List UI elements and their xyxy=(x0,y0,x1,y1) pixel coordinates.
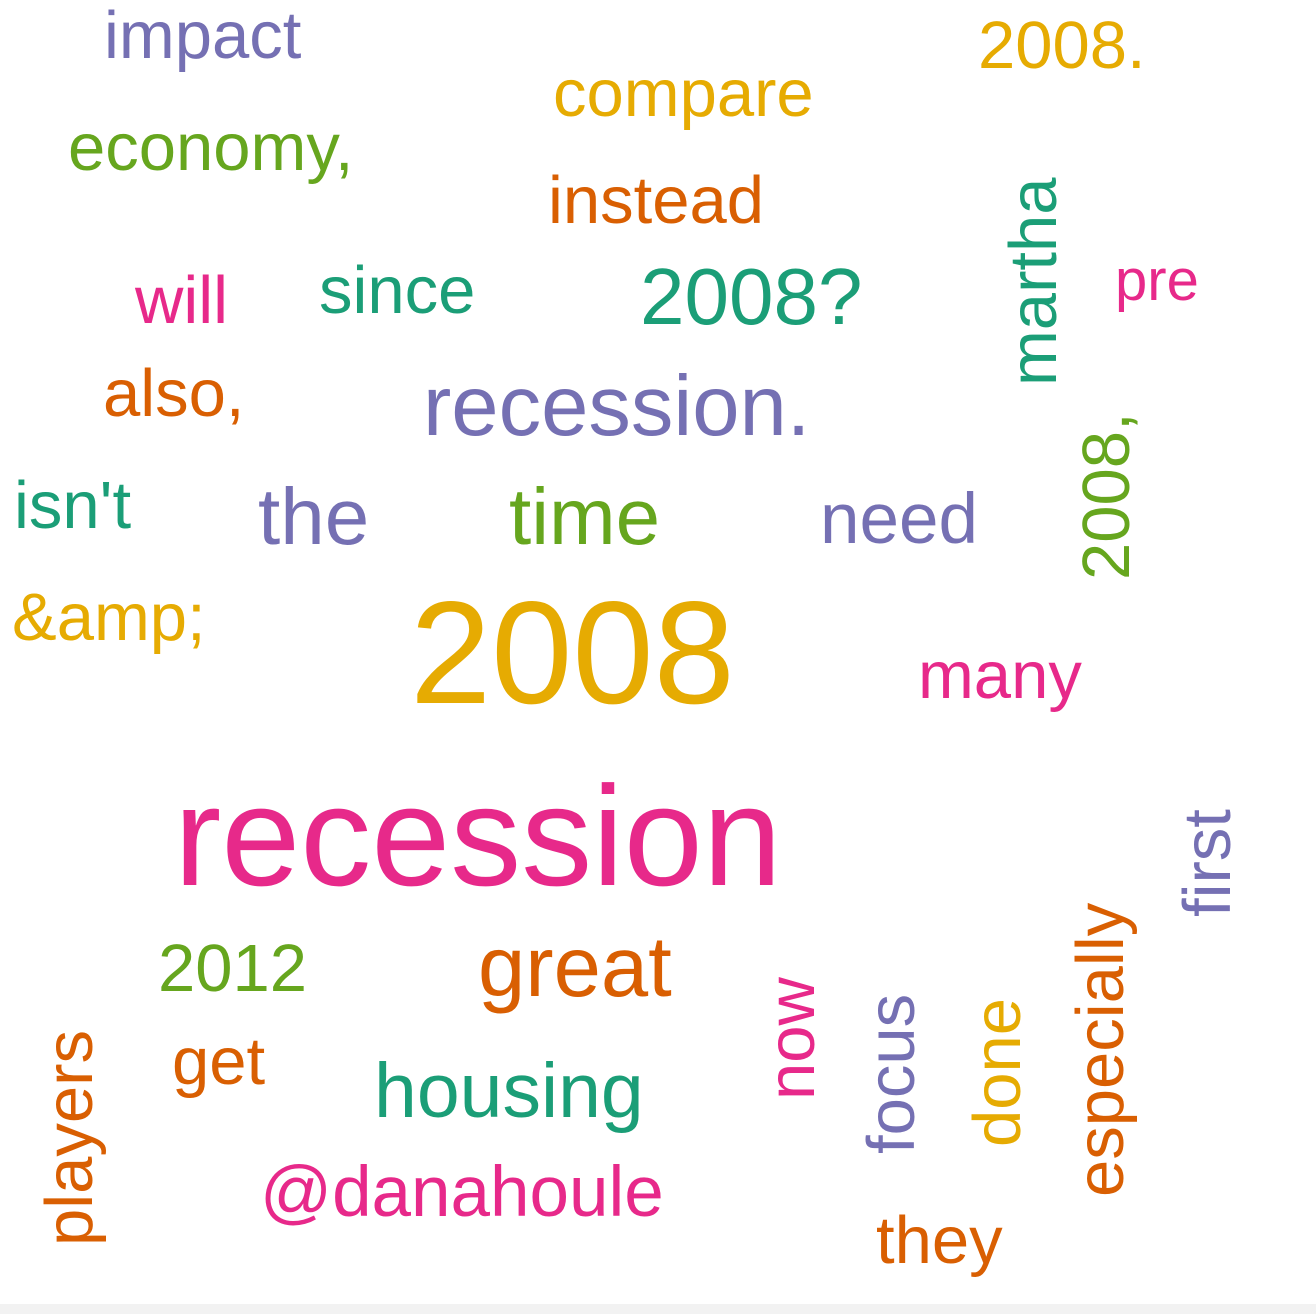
word-economy: economy, xyxy=(68,110,354,185)
word-pre: pre xyxy=(1115,248,1199,313)
word-great: great xyxy=(478,920,672,1015)
word-recession: recession xyxy=(174,757,782,916)
word-especially: especially xyxy=(1063,902,1138,1197)
word-will: will xyxy=(135,263,229,338)
word-time: time xyxy=(509,472,661,561)
word-martha: martha xyxy=(996,177,1071,386)
word-danahoule: @danahoule xyxy=(260,1153,664,1232)
word-2008-period: 2008. xyxy=(978,8,1146,83)
word-2012: 2012 xyxy=(158,931,308,1006)
word-2008: 2008 xyxy=(410,571,735,734)
word-impact: impact xyxy=(104,0,302,73)
word-many: many xyxy=(918,638,1082,713)
word-focus: focus xyxy=(854,993,929,1154)
word-they: they xyxy=(876,1203,1003,1278)
word-housing: housing xyxy=(374,1048,644,1134)
word-need: need xyxy=(820,480,978,559)
word-recession-period: recession. xyxy=(423,359,811,454)
word-the: the xyxy=(258,472,370,561)
word-isnt: isn't xyxy=(14,468,132,543)
word-compare: compare xyxy=(553,56,814,131)
word-2008-question: 2008? xyxy=(640,252,863,341)
word-since: since xyxy=(319,253,476,328)
bottom-strip xyxy=(0,1304,1316,1314)
word-now: now xyxy=(754,977,829,1100)
word-done: done xyxy=(960,997,1035,1147)
word-instead: instead xyxy=(548,163,765,238)
word-get: get xyxy=(172,1024,266,1099)
word-first: first xyxy=(1170,809,1245,917)
word-amp: &amp; xyxy=(12,580,206,655)
word-players: players xyxy=(32,1030,107,1246)
word-2008-comma: 2008, xyxy=(1069,412,1144,580)
word-also: also, xyxy=(103,356,245,431)
